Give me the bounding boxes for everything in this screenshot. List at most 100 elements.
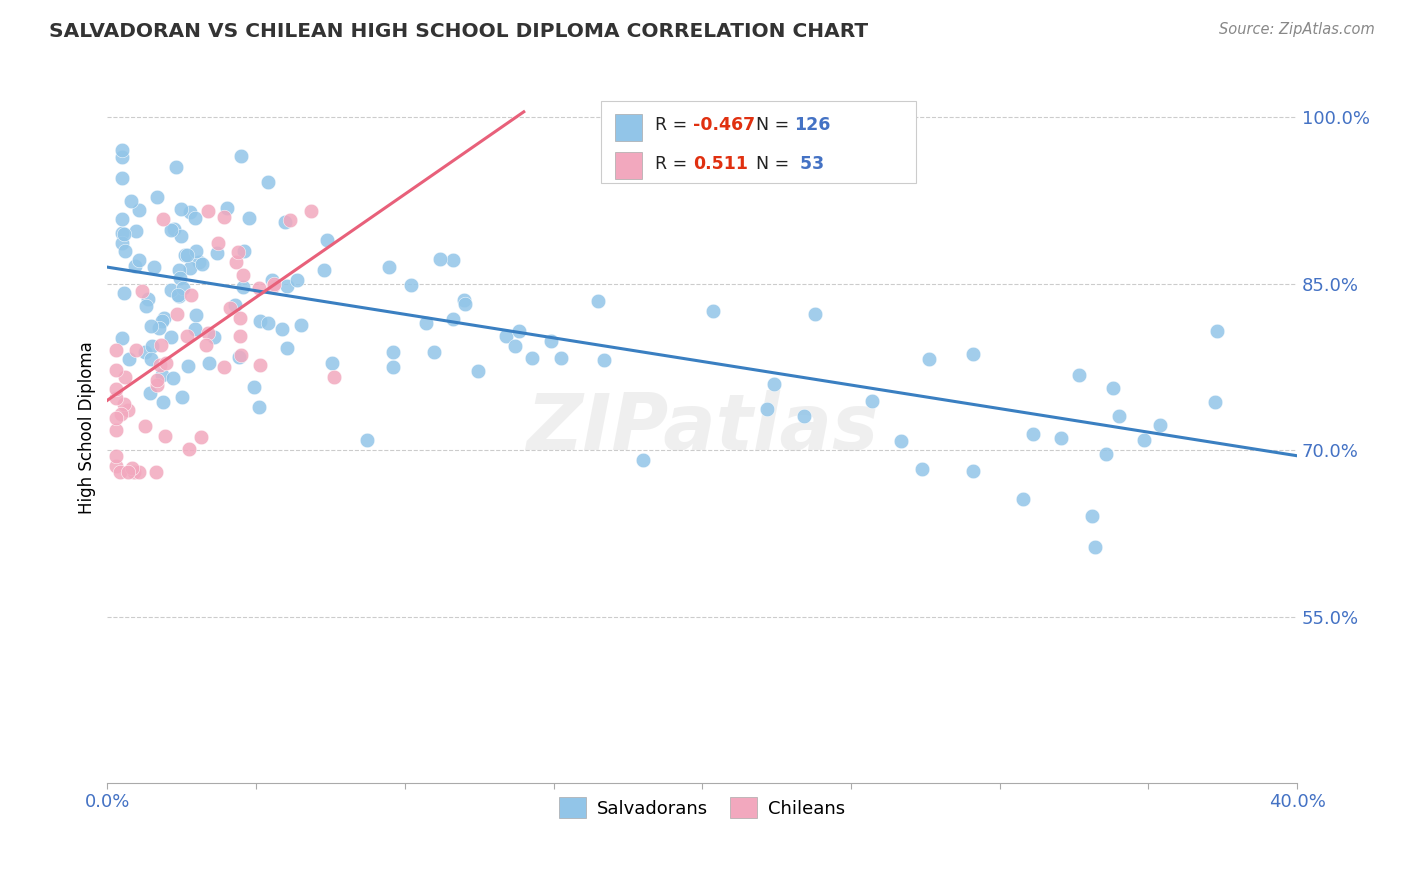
Point (176, 328, 198, 343)
Point (176, 359, 198, 373)
Point (399, 277, 422, 292)
Point (143, 260, 166, 274)
Point (105, 458, 128, 473)
Point (110, 407, 132, 421)
Point (190, 430, 212, 444)
Point (149, 358, 172, 372)
Point (228, 351, 250, 365)
Point (165, 161, 187, 175)
Point (135, 299, 157, 313)
Point (150, 314, 173, 328)
Text: R =: R = (655, 154, 697, 173)
Point (323, 369, 346, 384)
Point (166, 308, 188, 322)
Point (312, 262, 335, 277)
Point (112, 227, 135, 241)
Y-axis label: High School Diploma: High School Diploma (79, 342, 96, 515)
Point (233, 244, 256, 259)
Point (153, 429, 176, 443)
Point (105, 423, 128, 437)
Point (191, 257, 214, 271)
Point (274, 215, 297, 229)
Point (243, 380, 266, 394)
Point (112, 396, 135, 410)
Point (1133, 433, 1156, 447)
Point (1012, 491, 1035, 506)
Point (180, 288, 202, 302)
Point (152, 368, 174, 382)
Point (356, 434, 378, 448)
Point (105, 410, 128, 425)
Point (128, 202, 150, 217)
Point (176, 248, 198, 262)
Point (160, 223, 183, 237)
Point (105, 449, 128, 463)
Point (441, 253, 464, 268)
Point (118, 351, 141, 366)
Point (167, 289, 190, 303)
Text: SALVADORAN VS CHILEAN HIGH SCHOOL DIPLOMA CORRELATION CHART: SALVADORAN VS CHILEAN HIGH SCHOOL DIPLOM… (49, 22, 869, 41)
Point (141, 319, 163, 334)
Point (217, 202, 239, 216)
Point (441, 312, 464, 326)
Point (131, 285, 153, 299)
Point (105, 343, 128, 357)
Point (1084, 540, 1107, 554)
Point (112, 286, 135, 301)
Point (495, 329, 517, 343)
Point (505, 339, 527, 353)
Point (148, 321, 170, 335)
Point (177, 442, 200, 456)
Point (229, 348, 252, 362)
Point (285, 272, 308, 286)
Point (1108, 409, 1130, 423)
Point (149, 338, 172, 352)
Point (141, 339, 163, 353)
Point (184, 308, 207, 322)
Point (262, 279, 284, 293)
Point (299, 203, 322, 218)
Point (111, 235, 134, 250)
Point (160, 330, 183, 344)
Point (162, 222, 184, 236)
Point (114, 369, 136, 384)
Point (453, 297, 475, 311)
Point (167, 263, 190, 277)
Point (159, 283, 181, 297)
Point (232, 280, 254, 294)
Point (226, 244, 249, 259)
Point (520, 351, 543, 365)
Point (205, 246, 228, 260)
Point (184, 244, 207, 258)
Point (172, 390, 194, 404)
Point (508, 324, 530, 338)
Legend: Salvadorans, Chileans: Salvadorans, Chileans (553, 789, 852, 825)
Point (540, 334, 562, 348)
Point (122, 466, 145, 480)
Point (1204, 394, 1226, 409)
FancyBboxPatch shape (602, 102, 917, 183)
Point (225, 255, 247, 269)
Point (195, 338, 218, 352)
Point (214, 211, 236, 225)
Point (382, 359, 405, 374)
Text: N =: N = (756, 116, 794, 135)
Point (1095, 447, 1118, 461)
Point (105, 383, 128, 397)
Point (586, 293, 609, 308)
Point (111, 212, 134, 227)
Point (276, 278, 298, 293)
Point (153, 310, 176, 325)
Point (249, 359, 271, 373)
Point (1206, 324, 1229, 338)
Point (162, 370, 184, 384)
Point (229, 311, 252, 326)
Point (793, 409, 815, 423)
Point (179, 205, 201, 219)
Point (962, 346, 984, 360)
Point (188, 255, 211, 269)
Point (918, 352, 941, 367)
Point (105, 391, 128, 405)
Point (173, 248, 195, 262)
Point (1049, 431, 1071, 445)
